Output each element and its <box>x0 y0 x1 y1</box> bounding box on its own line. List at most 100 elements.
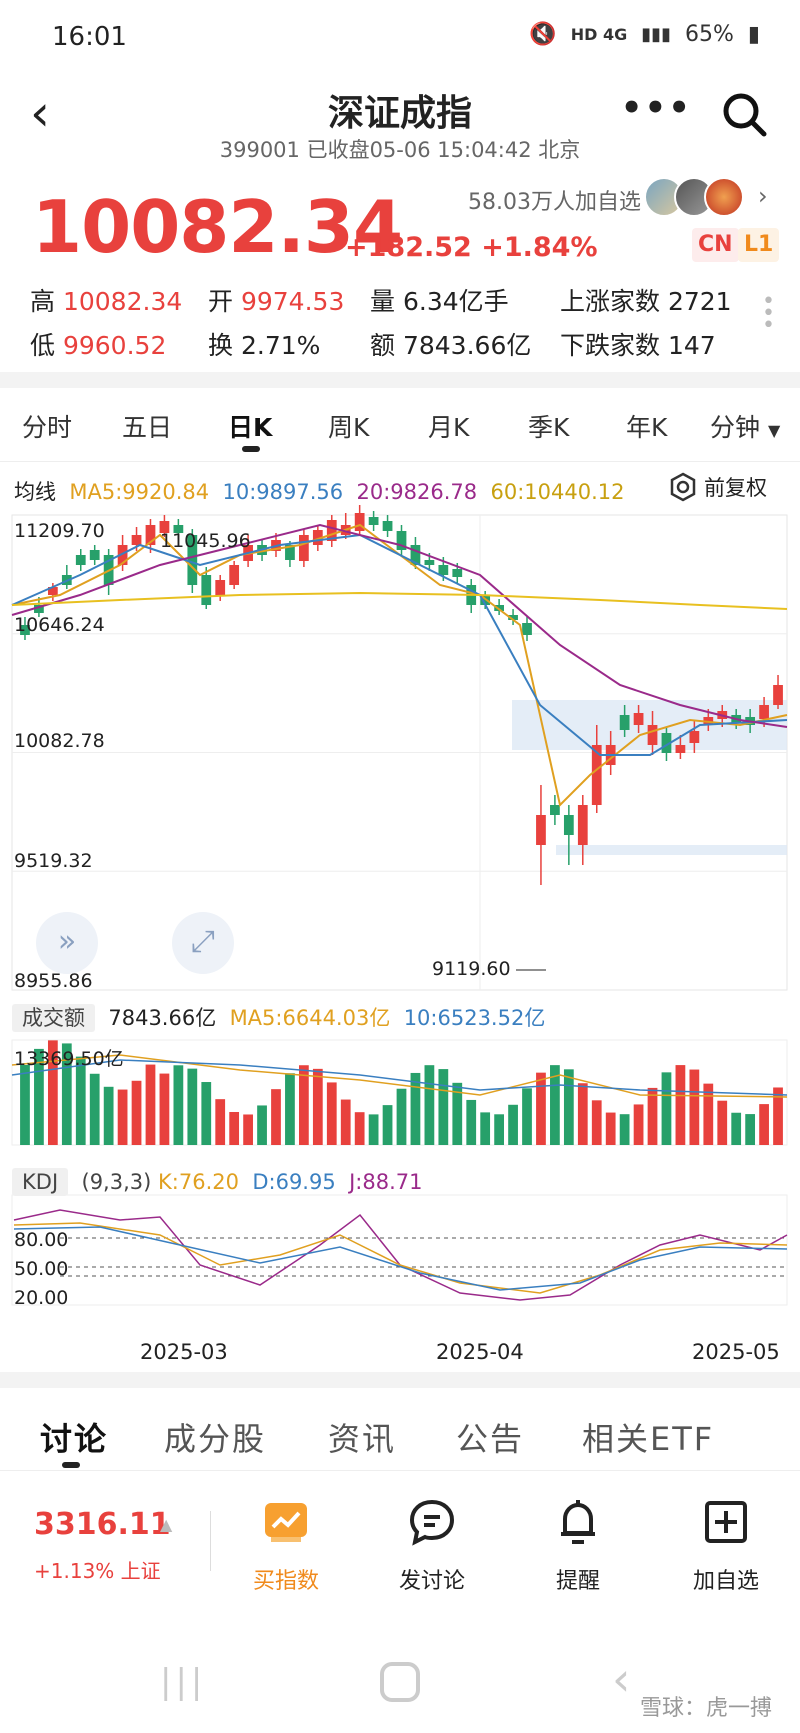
post-discussion-button[interactable]: 发讨论 <box>382 1497 482 1595</box>
add-watchlist-button[interactable]: 加自选 <box>676 1497 776 1595</box>
volume-ma10-line <box>11 1059 788 1096</box>
volume-bar <box>131 1080 142 1145</box>
candlestick-chart[interactable] <box>0 505 800 1335</box>
adjust-label: 前复权 <box>704 476 767 500</box>
candle-body <box>689 731 700 743</box>
period-tabs: 分时 五日 日K 周K 月K 季K 年K 分钟 ▼ <box>0 390 800 462</box>
tab-news[interactable]: 资讯 <box>328 1420 397 1458</box>
price-axis-label: 11209.70 <box>14 520 105 542</box>
volume-bar <box>396 1088 407 1145</box>
volume-bar <box>522 1088 532 1145</box>
tab-constituents[interactable]: 成分股 <box>164 1420 267 1458</box>
stat-turnover: 2.71% <box>240 331 321 360</box>
volume-bar <box>201 1082 212 1145</box>
kdj-params: (9,3,3) <box>81 1170 152 1194</box>
volume-bar <box>340 1099 351 1145</box>
volume-bar <box>703 1083 714 1145</box>
reminder-label: 提醒 <box>555 1569 600 1594</box>
candle-body <box>563 815 574 835</box>
home-icon[interactable] <box>380 1662 420 1702</box>
volume-bar <box>299 1065 309 1145</box>
stat-amount: 7843.66亿 <box>402 331 532 360</box>
followers-count[interactable]: 58.03万人加自选 <box>468 190 641 215</box>
volume-bar <box>368 1114 379 1145</box>
tab-yearly-k[interactable]: 年K <box>626 413 668 442</box>
candle-body <box>354 513 365 531</box>
tab-minute[interactable]: 分钟 ▼ <box>710 408 780 444</box>
sh-index-change: +1.13% 上证 <box>34 1559 161 1583</box>
bottom-action-bar: 3316.11 ▲ +1.13% 上证 买指数 发讨论 提醒 加自选 <box>0 1470 800 1610</box>
volume-bar <box>20 1065 30 1145</box>
tab-announcements[interactable]: 公告 <box>456 1420 525 1458</box>
date-label: 2025-05 <box>692 1340 780 1364</box>
market-badge-cn: CN <box>692 228 739 262</box>
volume-bar <box>229 1111 240 1145</box>
reminder-button[interactable]: 提醒 <box>528 1497 628 1595</box>
candle-body <box>312 530 323 545</box>
expand-left-icon[interactable]: » <box>36 912 98 974</box>
volume-legend: 成交额 7843.66亿 MA5:6644.03亿 10:6523.52亿 <box>12 1002 545 1032</box>
ma-label: 均线 <box>14 480 56 504</box>
volume-label[interactable]: 成交额 <box>12 1004 95 1032</box>
ma5-line <box>11 523 788 807</box>
search-icon[interactable] <box>720 90 768 138</box>
header: ‹ 深证成指 399001 已收盘05-06 15:04:42 北京 ••• <box>0 70 800 170</box>
stat-label: 低 <box>30 331 56 360</box>
candle-body <box>424 560 435 565</box>
more-vertical-icon[interactable]: • • • <box>762 289 775 338</box>
volume-bar <box>257 1105 267 1145</box>
volume-ma10: 10:6523.52亿 <box>403 1006 546 1030</box>
candle-body <box>75 555 86 565</box>
tab-daily-k[interactable]: 日K <box>228 413 273 442</box>
tab-monthly-k[interactable]: 月K <box>428 413 470 442</box>
candle-body <box>619 715 630 730</box>
price-change: +182.52 +1.84% <box>345 232 598 263</box>
more-icon[interactable]: ••• <box>620 88 692 128</box>
tab-weekly-k[interactable]: 周K <box>328 413 370 442</box>
kdj-label[interactable]: KDJ <box>12 1168 69 1196</box>
candle-body <box>229 565 240 585</box>
tab-discussion[interactable]: 讨论 <box>40 1420 109 1458</box>
divider <box>0 1372 800 1388</box>
stat-label: 上涨家数 <box>560 287 661 316</box>
volume-bar <box>494 1114 504 1145</box>
back-icon[interactable]: ‹ <box>30 84 50 142</box>
follower-avatars[interactable] <box>644 177 746 217</box>
candle-body <box>536 815 546 845</box>
volume-bar <box>103 1086 114 1145</box>
candle-body <box>117 545 128 565</box>
tab-five-day[interactable]: 五日 <box>122 413 173 442</box>
battery-level: 65% <box>684 22 734 47</box>
stat-up-count: 2721 <box>667 287 732 316</box>
buy-index-button[interactable]: 买指数 <box>236 1497 336 1595</box>
stat-down-count: 147 <box>667 331 716 360</box>
price-axis-label: 8955.86 <box>14 970 93 992</box>
volume-bar <box>619 1114 630 1145</box>
fullscreen-icon[interactable]: ⤢ <box>172 912 234 974</box>
adjust-toggle[interactable]: 前复权 <box>668 472 767 502</box>
tab-related-etf[interactable]: 相关ETF <box>582 1420 715 1458</box>
kdj-d: D:69.95 <box>252 1170 336 1194</box>
min-price-annotation: 9119.60 <box>432 958 511 980</box>
volume-bar <box>145 1064 156 1145</box>
back-nav-icon[interactable]: ‹ <box>612 1652 631 1706</box>
sh-index-value[interactable]: 3316.11 <box>34 1507 171 1542</box>
tab-quarterly-k[interactable]: 季K <box>528 413 570 442</box>
tab-intraday[interactable]: 分时 <box>22 413 73 442</box>
ma60-value: 60:10440.12 <box>490 480 625 504</box>
kdj-d-line <box>13 1226 788 1291</box>
chat-bubble-icon <box>409 1499 455 1546</box>
volume-axis-label: 13369.50亿 <box>14 1048 124 1070</box>
page-title: 深证成指 <box>327 93 472 134</box>
avatar <box>704 177 744 217</box>
volume-value: 7843.66亿 <box>108 1006 217 1030</box>
network-indicator: HD 4G <box>570 25 628 44</box>
recents-icon[interactable]: ||| <box>160 1662 207 1702</box>
mute-icon: 🔇 <box>529 22 557 47</box>
chevron-right-icon[interactable]: › <box>758 182 768 210</box>
candle-body <box>675 745 686 753</box>
candle-body <box>145 525 156 545</box>
max-price-annotation: 11045.96 <box>160 530 251 552</box>
volume-bar <box>285 1073 295 1145</box>
trend-chart-icon <box>265 1503 307 1542</box>
